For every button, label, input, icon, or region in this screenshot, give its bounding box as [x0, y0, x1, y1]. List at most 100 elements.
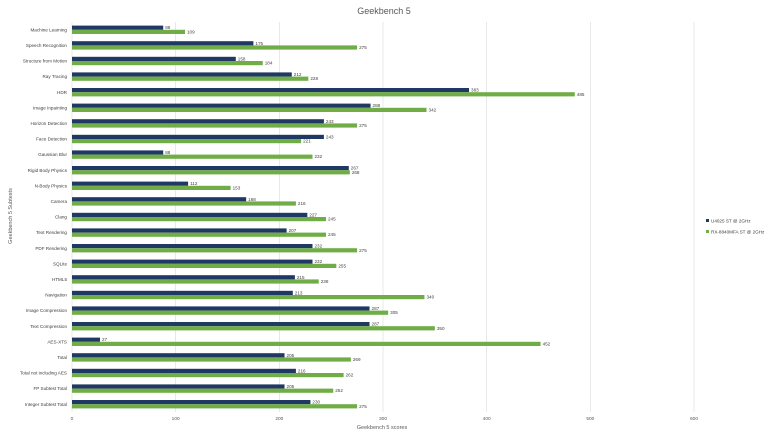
data-label: 88: [165, 25, 171, 30]
x-tick-labels: 0 100 200 300 400 500 600: [71, 416, 699, 422]
chart-title: Geekbench 5: [357, 6, 411, 16]
data-label: 245: [328, 217, 336, 222]
bar-series-2: [72, 404, 358, 409]
data-label: 268: [352, 170, 360, 175]
bar-series-2: [72, 310, 389, 315]
data-label: 168: [248, 197, 256, 202]
category-label: Total not including AES: [20, 371, 67, 376]
data-label: 112: [190, 181, 198, 186]
bar-series-2: [72, 357, 351, 362]
bar-series-1: [72, 228, 287, 233]
category-label: Image Compression: [26, 308, 68, 313]
data-label: 221: [303, 139, 311, 144]
x-tick-label: 400: [483, 416, 491, 422]
category-label: Navigation: [45, 293, 67, 298]
x-tick-label: 500: [586, 416, 594, 422]
category-label: HDR: [57, 90, 68, 95]
bar-series-1: [72, 197, 247, 202]
data-label: 27: [102, 337, 108, 342]
category-label: Integer Subtest Total: [25, 402, 67, 407]
category-label: Image Inpainting: [33, 105, 67, 110]
category-label: Machine Learning: [30, 27, 67, 32]
x-axis-title: Geekbench 5 scores: [357, 425, 408, 431]
data-label: 275: [359, 404, 367, 409]
bar-series-1: [72, 41, 254, 46]
bar-series-1: [72, 368, 296, 373]
bar-series-2: [72, 123, 358, 128]
data-label: 184: [265, 61, 273, 66]
data-label: 288: [373, 103, 381, 108]
data-label: 269: [353, 357, 361, 362]
category-label: Structure from Motion: [23, 59, 68, 64]
bar-series-1: [72, 181, 189, 186]
data-label: 275: [359, 248, 367, 253]
bar-series-2: [72, 295, 425, 300]
data-label: 243: [326, 134, 334, 139]
bar-series-1: [72, 150, 164, 155]
legend-label-series-2: RX-8840MFA ST @ 2GHz: [711, 230, 765, 235]
data-label: 205: [287, 353, 295, 358]
data-label: 452: [543, 341, 551, 346]
bar-series-1: [72, 56, 236, 61]
bar-series-1: [72, 212, 308, 217]
data-label: 287: [372, 322, 380, 327]
data-label: 227: [309, 212, 317, 217]
bar-series-1: [72, 384, 285, 389]
legend-swatch-series-2: [706, 230, 709, 233]
data-label: 158: [238, 56, 246, 61]
category-label: Ray Tracing: [42, 74, 67, 79]
category-label: AES-XTS: [47, 339, 67, 344]
bar-series-1: [72, 353, 285, 358]
legend-swatch-series-1: [706, 219, 709, 222]
data-label: 216: [298, 201, 306, 206]
data-label: 216: [298, 368, 306, 373]
category-label: Horizon Detection: [30, 121, 67, 126]
bar-series-2: [72, 76, 309, 81]
data-label: 305: [390, 310, 398, 315]
category-label: HTML5: [52, 277, 68, 282]
bar-series-2: [72, 61, 263, 66]
legend: U4025 ST @ 2GHz RX-8840MFA ST @ 2GHz: [706, 219, 765, 235]
data-label: 485: [577, 92, 585, 97]
data-label: 287: [372, 306, 380, 311]
bar-series-1: [72, 244, 313, 249]
data-label: 262: [346, 373, 354, 378]
category-label: PDF Rendering: [35, 246, 67, 251]
data-label: 255: [338, 263, 346, 268]
data-label: 205: [287, 384, 295, 389]
bar-series-1: [72, 166, 349, 171]
bar-series-2: [72, 139, 302, 144]
bar-series-2: [72, 92, 575, 97]
category-label: Rigid Body Physics: [28, 168, 68, 173]
bar-series-2: [72, 154, 313, 159]
data-label: 267: [351, 166, 359, 171]
data-label: 153: [233, 185, 241, 190]
bar-series-2: [72, 248, 358, 253]
data-label: 213: [295, 290, 303, 295]
bar-series-1: [72, 400, 311, 405]
category-label: Gaussian Blur: [38, 152, 67, 157]
data-label: 175: [255, 41, 263, 46]
data-label: 350: [437, 326, 445, 331]
bar-series-1: [72, 259, 313, 264]
data-label: 212: [294, 72, 302, 77]
bar-series-2: [72, 232, 326, 237]
category-label: Text Rendering: [36, 230, 67, 235]
category-label: SQLite: [53, 261, 67, 266]
data-label: 232: [315, 244, 323, 249]
bar-series-2: [72, 107, 427, 112]
bar-series-2: [72, 170, 350, 175]
data-label: 383: [471, 88, 479, 93]
bar-series-1: [72, 103, 371, 108]
data-label: 340: [426, 295, 434, 300]
bar-series-2: [72, 201, 296, 206]
data-label: 245: [328, 232, 336, 237]
legend-label-series-1: U4025 ST @ 2GHz: [711, 219, 751, 224]
bar-series-2: [72, 45, 358, 50]
bar-series-1: [72, 134, 324, 139]
bar-series-2: [72, 217, 326, 222]
data-label: 228: [310, 76, 318, 81]
bar-series-1: [72, 88, 470, 93]
category-label: Text Compression: [30, 324, 67, 329]
